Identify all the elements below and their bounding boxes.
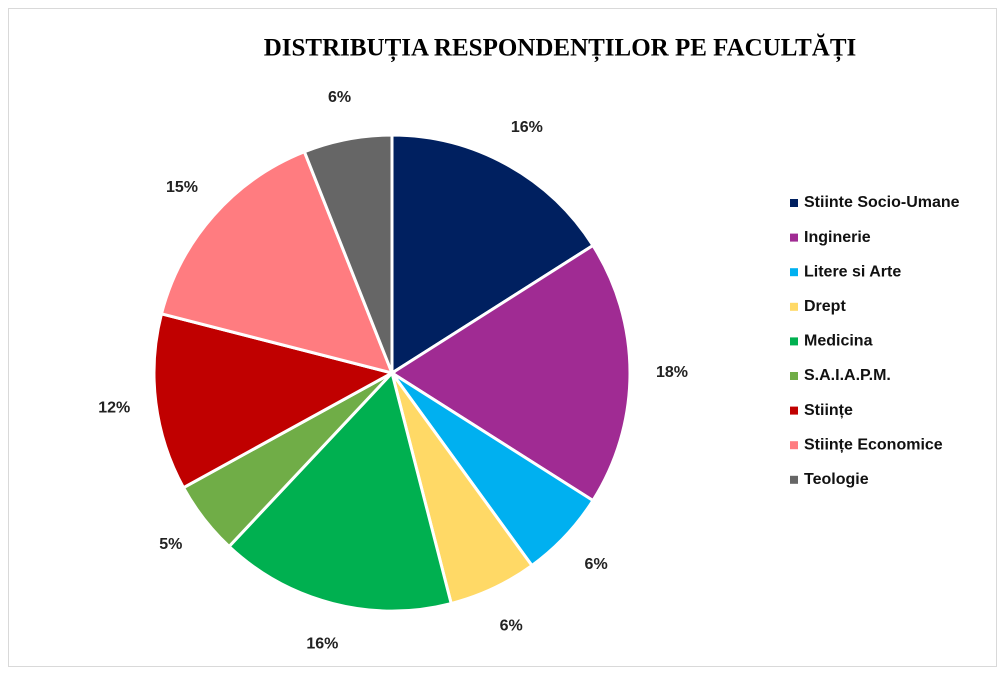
data-label: 12% xyxy=(98,399,130,416)
legend-swatch xyxy=(790,233,798,242)
pie-slice xyxy=(226,369,454,613)
legend-label: Litere si Arte xyxy=(804,263,901,280)
legend-label: Medicina xyxy=(804,333,873,350)
pie-slice xyxy=(390,133,596,376)
legend-label: S.A.I.A.P.M. xyxy=(804,367,891,384)
pie-slice xyxy=(389,243,632,503)
legend-swatch xyxy=(790,337,798,346)
legend-swatch xyxy=(790,406,798,415)
legend-label: Stiințe Economice xyxy=(804,436,943,453)
data-label: 6% xyxy=(500,618,523,635)
legend-label: Drept xyxy=(804,298,846,315)
legend-label: Stiinte Socio-Umane xyxy=(804,194,960,211)
pie-slice xyxy=(152,311,397,490)
pie-slice xyxy=(159,149,395,376)
data-label: 6% xyxy=(585,556,608,573)
pie-slice xyxy=(302,133,394,374)
chart-title: DISTRIBUȚIA RESPONDENȚILOR PE FACULTĂȚI xyxy=(264,34,857,63)
legend-swatch xyxy=(790,199,798,207)
data-label: 5% xyxy=(159,536,182,553)
legend-label: Stiințe xyxy=(804,402,853,419)
legend-swatch xyxy=(790,441,798,450)
data-label: 6% xyxy=(328,89,351,106)
legend-label: Teologie xyxy=(804,471,869,488)
legend-label: Inginerie xyxy=(804,229,871,246)
data-label: 16% xyxy=(511,119,543,136)
legend-swatch xyxy=(790,372,798,380)
data-label: 15% xyxy=(166,179,198,196)
legend-swatch xyxy=(790,302,798,311)
data-label: 16% xyxy=(306,635,338,652)
legend-swatch xyxy=(790,475,798,484)
data-label: 18% xyxy=(656,364,688,381)
legend-swatch xyxy=(790,268,798,277)
